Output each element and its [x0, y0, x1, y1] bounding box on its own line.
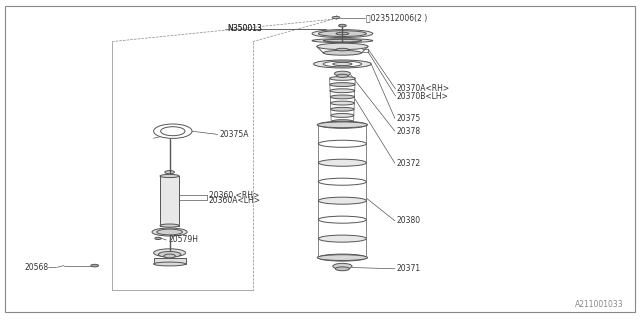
Ellipse shape — [331, 107, 354, 111]
Ellipse shape — [319, 140, 367, 147]
Bar — [160, 176, 179, 226]
Text: N350013: N350013 — [227, 24, 262, 33]
Ellipse shape — [312, 39, 372, 43]
Ellipse shape — [330, 83, 355, 86]
Ellipse shape — [164, 254, 175, 258]
Text: 20568: 20568 — [24, 263, 49, 272]
Ellipse shape — [154, 249, 186, 257]
Ellipse shape — [330, 95, 355, 99]
Ellipse shape — [312, 30, 372, 38]
Ellipse shape — [161, 127, 185, 136]
Ellipse shape — [336, 48, 349, 51]
Ellipse shape — [91, 264, 99, 267]
Ellipse shape — [333, 263, 352, 269]
Bar — [154, 258, 186, 264]
Ellipse shape — [317, 122, 367, 128]
Ellipse shape — [331, 114, 354, 117]
Ellipse shape — [155, 237, 161, 239]
Ellipse shape — [154, 262, 186, 266]
Ellipse shape — [319, 216, 367, 223]
Text: A211001033: A211001033 — [575, 300, 624, 309]
Ellipse shape — [319, 254, 367, 261]
Ellipse shape — [319, 159, 367, 166]
Ellipse shape — [160, 224, 179, 227]
Ellipse shape — [333, 62, 352, 66]
Ellipse shape — [319, 121, 367, 128]
Text: 20375A: 20375A — [220, 130, 249, 139]
Text: 20370A<RH>: 20370A<RH> — [397, 84, 450, 93]
Ellipse shape — [319, 31, 367, 36]
Text: 20378: 20378 — [397, 127, 421, 136]
Ellipse shape — [337, 74, 348, 77]
Ellipse shape — [154, 124, 192, 139]
Ellipse shape — [317, 255, 367, 260]
Text: 20579H: 20579H — [168, 236, 198, 244]
Ellipse shape — [335, 71, 351, 76]
Ellipse shape — [323, 61, 362, 67]
Text: Ⓝ023512006(2 ): Ⓝ023512006(2 ) — [366, 13, 428, 22]
Ellipse shape — [330, 101, 355, 105]
Text: 20380: 20380 — [397, 216, 421, 225]
Ellipse shape — [332, 17, 340, 19]
Ellipse shape — [323, 51, 362, 55]
Ellipse shape — [319, 178, 367, 185]
Text: 20375: 20375 — [397, 114, 421, 123]
Ellipse shape — [152, 228, 188, 236]
Ellipse shape — [336, 32, 349, 35]
Text: 20360 <RH>: 20360 <RH> — [209, 191, 259, 200]
Text: N350013: N350013 — [227, 24, 262, 33]
Text: 20372: 20372 — [397, 159, 421, 168]
Ellipse shape — [165, 171, 175, 174]
Ellipse shape — [330, 89, 355, 93]
Ellipse shape — [319, 235, 367, 242]
Ellipse shape — [314, 60, 371, 68]
Ellipse shape — [317, 43, 368, 50]
Ellipse shape — [319, 197, 367, 204]
Ellipse shape — [160, 174, 179, 178]
Text: 20370B<LH>: 20370B<LH> — [397, 92, 449, 100]
Ellipse shape — [323, 39, 362, 42]
Text: 20360A<LH>: 20360A<LH> — [209, 196, 260, 205]
Ellipse shape — [159, 252, 181, 257]
Ellipse shape — [157, 229, 182, 235]
Ellipse shape — [339, 24, 346, 27]
Ellipse shape — [330, 76, 355, 80]
Text: 20371: 20371 — [397, 264, 421, 273]
Ellipse shape — [335, 267, 349, 271]
Ellipse shape — [332, 120, 354, 124]
